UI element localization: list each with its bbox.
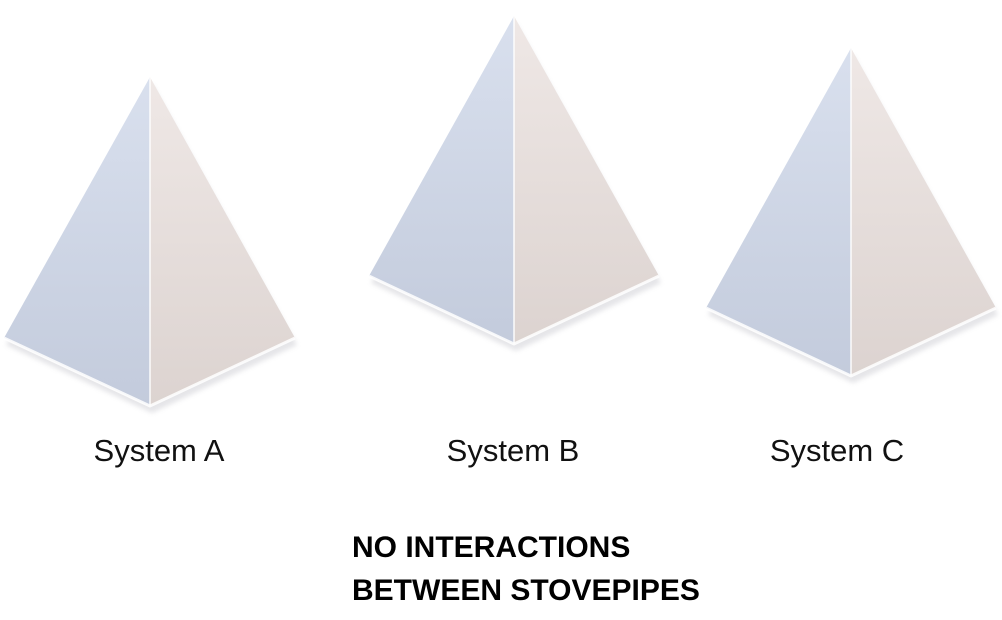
- system-a-label: System A: [93, 433, 225, 468]
- pyramid-system-c: [705, 48, 998, 383]
- caption-line-1: NO INTERACTIONS: [352, 531, 631, 564]
- pyramid-c-right-face: [851, 48, 996, 376]
- pyramid-a-left-face: [4, 77, 150, 406]
- pyramid-b-left-face: [369, 16, 514, 344]
- caption: NO INTERACTIONS BETWEEN STOVEPIPES: [352, 526, 700, 612]
- pyramid-system-b: [368, 16, 661, 351]
- system-b-label: System B: [446, 433, 580, 468]
- pyramid-system-a: [3, 77, 297, 413]
- system-c-label: System C: [769, 433, 905, 468]
- pyramid-a-right-face: [150, 77, 295, 406]
- pyramid-c-left-face: [706, 48, 851, 376]
- pyramid-b-right-face: [514, 16, 659, 344]
- caption-line-2: BETWEEN STOVEPIPES: [352, 574, 700, 607]
